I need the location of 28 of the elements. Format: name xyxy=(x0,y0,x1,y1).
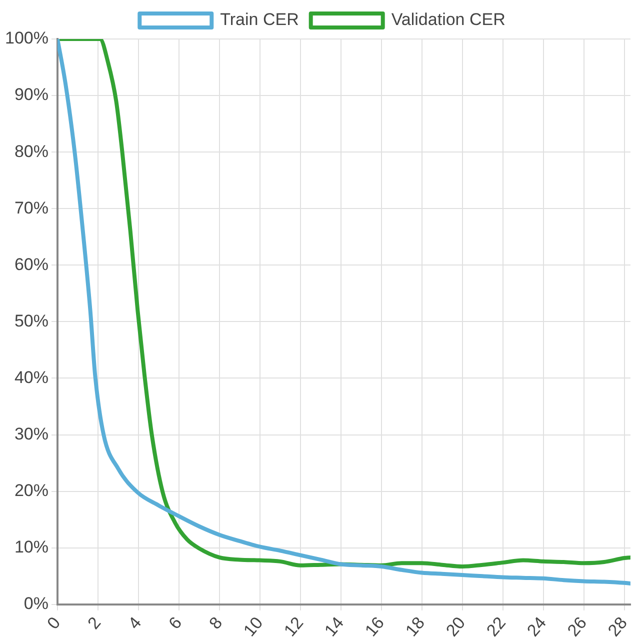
x-tick-label: 8 xyxy=(205,613,226,633)
x-tick-label: 26 xyxy=(564,613,591,640)
x-tick-label: 0 xyxy=(43,613,64,633)
y-tick-label: 60% xyxy=(14,254,48,274)
y-tick-label: 50% xyxy=(14,311,48,330)
x-tick-label: 2 xyxy=(84,613,105,633)
y-tick-label: 90% xyxy=(14,85,48,104)
y-tick-label: 80% xyxy=(14,142,48,161)
y-tick-label: 100% xyxy=(4,28,48,48)
y-tick-label: 30% xyxy=(14,424,48,444)
x-tick-label: 6 xyxy=(164,613,186,633)
legend-label: Validation CER xyxy=(391,10,506,30)
x-tick-label: 28 xyxy=(604,613,632,640)
x-tick-label: 16 xyxy=(361,613,388,640)
x-tick-label: 22 xyxy=(482,613,510,640)
x-tick-label: 20 xyxy=(442,613,470,640)
x-tick-label: 24 xyxy=(523,613,550,640)
y-tick-label: 40% xyxy=(14,368,48,387)
x-tick-label: 18 xyxy=(402,613,429,640)
x-tick-label: 10 xyxy=(240,613,267,640)
y-tick-label: 70% xyxy=(14,198,48,218)
y-tick-label: 20% xyxy=(14,481,48,500)
x-tick-label: 14 xyxy=(320,613,348,640)
y-tick-label: 0% xyxy=(24,594,48,614)
y-tick-label: 10% xyxy=(14,538,48,557)
legend-label: Train CER xyxy=(220,10,299,30)
x-tick-label: 4 xyxy=(124,613,146,633)
x-tick-label: 12 xyxy=(280,613,308,640)
